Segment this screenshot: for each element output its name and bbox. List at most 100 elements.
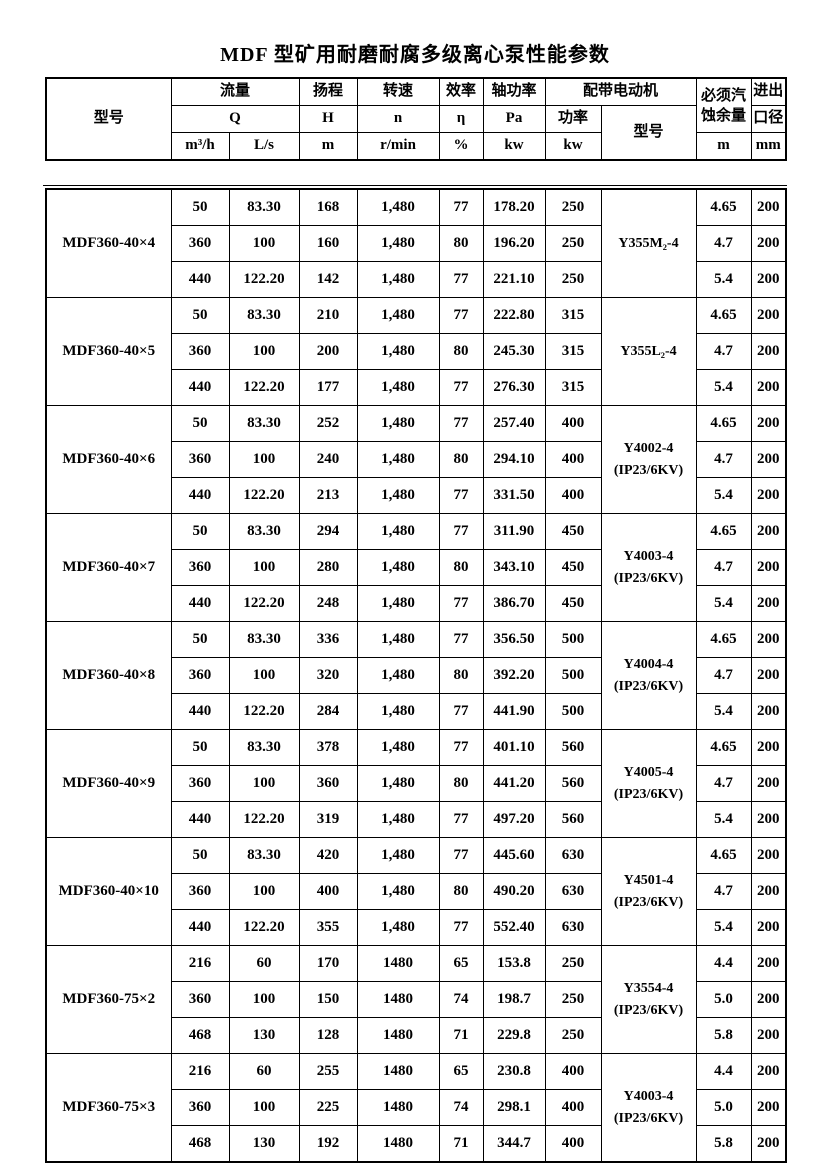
head-cell: 284 [298,693,358,730]
diameter-cell: 200 [750,981,787,1018]
table-row: MDF360-40×10 50 83.30 420 1,480 77 445.60 630 Y4… [45,837,787,946]
efficiency-cell: 80 [438,873,484,910]
flow-m3h-cell: 360 [170,225,230,262]
speed-cell: 1480 [356,981,440,1018]
flow-ls-cell: 100 [228,225,300,262]
table-row: 360 100 225 1480 74 298.1 400 5.0 200 [46,1089,787,1126]
table-row: 360 100 400 1,480 80 490.20 630 4.7 200 [46,873,787,910]
motor-model-cell: Y4501-4 (IP23/6KV) [600,837,697,946]
head-cell: 336 [298,621,358,658]
speed-cell: 1480 [356,1125,440,1163]
flow-m3h-cell: 360 [170,1089,230,1126]
npsh-cell: 4.7 [695,441,752,478]
npsh-cell: 4.7 [695,225,752,262]
table-row: 440 122.20 177 1,480 77 276.30 315 5.4 200 [46,369,787,406]
npsh-cell: 4.7 [695,657,752,694]
shaft-power-cell: 221.10 [482,261,546,298]
diameter-cell: 200 [750,837,787,874]
pump-model-cell: MDF360-40×10 [45,837,172,946]
motor-model-cell: Y4003-4 (IP23/6KV) [600,1053,697,1163]
diameter-cell: 200 [750,369,787,406]
head-cell: 400 [298,873,358,910]
flow-m3h-cell: 360 [170,549,230,586]
speed-cell: 1,480 [356,909,440,946]
speed-cell: 1,480 [356,513,440,550]
efficiency-cell: 71 [438,1125,484,1163]
diameter-cell: 200 [750,945,787,982]
table-row: 468 130 128 1480 71 229.8 250 5.8 200 [46,1017,787,1054]
flow-m3h-cell: 360 [170,765,230,802]
motor-power-cell: 250 [544,1017,602,1054]
shaft-power-cell: 392.20 [482,657,546,694]
flow-m3h-cell: 360 [170,873,230,910]
header-model: 型号 [45,77,172,161]
diameter-cell: 200 [750,225,787,262]
flow-ls-cell: 100 [228,333,300,370]
flow-m3h-cell: 440 [170,477,230,514]
head-cell: 150 [298,981,358,1018]
pump-model-cell: MDF360-40×9 [45,729,172,838]
motor-power-cell: 630 [544,873,602,910]
header-speed: 转速 [356,77,440,106]
motor-power-cell: 400 [544,1089,602,1126]
flow-ls-cell: 130 [228,1017,300,1054]
pump-model-cell: MDF360-40×4 [45,188,172,298]
shaft-power-cell: 441.20 [482,765,546,802]
shaft-power-cell: 230.8 [482,1053,546,1090]
head-cell: 128 [298,1017,358,1054]
npsh-cell: 5.8 [695,1017,752,1054]
motor-power-cell: 250 [544,188,602,226]
diameter-cell: 200 [750,1017,787,1054]
header-motor-power: 功率 [544,105,602,133]
npsh-cell: 4.65 [695,837,752,874]
npsh-cell: 4.65 [695,297,752,334]
speed-cell: 1480 [356,1017,440,1054]
motor-power-cell: 450 [544,549,602,586]
motor-power-cell: 630 [544,909,602,946]
motor-power-cell: 500 [544,621,602,658]
header-motor-model: 型号 [600,105,697,161]
pump-model-cell: MDF360-40×6 [45,405,172,514]
flow-ls-cell: 100 [228,981,300,1018]
header-npsh-line2: 蚀余量 [700,107,746,124]
npsh-cell: 4.7 [695,333,752,370]
speed-cell: 1,480 [356,297,440,334]
speed-cell: 1,480 [356,729,440,766]
npsh-cell: 4.4 [695,945,752,982]
speed-cell: 1,480 [356,765,440,802]
diameter-cell: 200 [750,549,787,586]
head-cell: 320 [298,657,358,694]
data-table: MDF360-40×4 50 83.30 168 1,480 77 178.20 250 Y35… [45,188,787,1163]
shaft-power-cell: 356.50 [482,621,546,658]
table-row: MDF360-40×4 50 83.30 168 1,480 77 178.20 250 Y35… [45,188,787,298]
header-flow-unit-m3h: m³/h [170,132,230,161]
efficiency-cell: 74 [438,981,484,1018]
shaft-power-cell: 198.7 [482,981,546,1018]
flow-ls-cell: 122.20 [228,477,300,514]
header-flow-symbol: Q [170,105,300,133]
flow-m3h-cell: 468 [170,1125,230,1163]
table-row: MDF360-40×6 50 83.30 252 1,480 77 257.40 400 Y40… [45,405,787,514]
motor-power-cell: 315 [544,297,602,334]
motor-power-cell: 450 [544,585,602,622]
table-row: MDF360-40×8 50 83.30 336 1,480 77 356.50 500 Y40… [45,621,787,730]
npsh-cell: 4.7 [695,765,752,802]
motor-model-line: (IP23/6KV) [613,1110,684,1126]
motor-power-cell: 315 [544,369,602,406]
header-flow: 流量 [170,77,300,106]
npsh-cell: 5.4 [695,477,752,514]
header-speed-symbol: n [356,105,440,133]
head-cell: 280 [298,549,358,586]
shaft-power-cell: 153.8 [482,945,546,982]
npsh-cell: 5.4 [695,585,752,622]
efficiency-cell: 80 [438,225,484,262]
head-cell: 192 [298,1125,358,1163]
npsh-cell: 4.65 [695,513,752,550]
motor-power-cell: 560 [544,765,602,802]
page-title: MDF 型矿用耐磨耐腐多级离心泵性能参数 [220,44,610,66]
motor-model-line: Y4003-4 [623,1088,674,1104]
shaft-power-cell: 245.30 [482,333,546,370]
header-npsh: 必须汽 蚀余量 [695,77,752,133]
header-row-2: Q H n η Pa 功率 型号 口径 [46,105,787,161]
flow-ls-cell: 122.20 [228,909,300,946]
